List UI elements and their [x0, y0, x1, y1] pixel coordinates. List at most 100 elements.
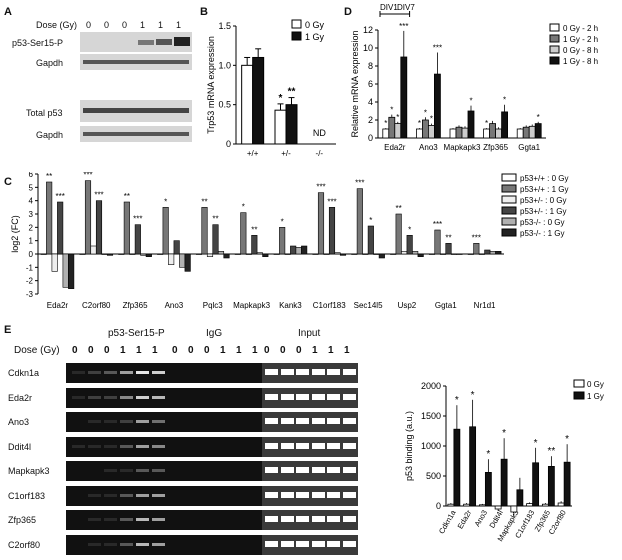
gel-dose-2-3: 1: [312, 345, 318, 356]
dose-label-e: Dose (Gy): [14, 345, 60, 356]
bar-Eda2r-1: [46, 181, 53, 255]
gel-band: [120, 469, 133, 472]
bar-Sec14l5-0: [351, 253, 358, 255]
gel-dose-2-1: 0: [280, 345, 286, 356]
gel-band: [152, 542, 165, 546]
gel-input-band: [296, 467, 309, 473]
significance-label-4-3: *: [537, 113, 540, 122]
gel-dose-0-5: 1: [152, 345, 158, 356]
gel-band: [120, 518, 133, 521]
gel-row-label-5: C1orf183: [8, 490, 46, 501]
gel-row-label-6: Zfp365: [8, 515, 37, 525]
legend-swatch-0: [573, 379, 585, 388]
bar-Ano3-2: [168, 253, 175, 265]
gel-input-band: [311, 393, 325, 400]
gel-band: [72, 518, 85, 521]
bar-Zfp365-3: [134, 224, 141, 255]
gel-input-band: [296, 418, 309, 424]
legend-label-3: p53+/- : 1 Gy: [520, 207, 566, 216]
gel-band: [104, 518, 117, 521]
gel-band: [88, 371, 101, 374]
y-tick-label-9: 6: [29, 172, 34, 179]
gel-band: [72, 469, 85, 472]
gel-band: [136, 518, 149, 521]
significance-label-2: *: [486, 449, 490, 460]
y-tick-label-5: 2: [29, 223, 34, 232]
gel-band: [104, 493, 117, 497]
gel-band: [120, 493, 133, 497]
legend-swatch-1: [549, 34, 560, 43]
bar-Nr1d1-3: [484, 249, 491, 255]
gel-input-lanes-4: [262, 461, 358, 481]
gel-input-band: [296, 442, 309, 449]
gel-lanes-1: [66, 387, 262, 408]
bar-Ano3-5: [184, 253, 191, 272]
bar-Ggta1-2: [528, 125, 536, 139]
gel-input-band: [296, 491, 309, 498]
significance-label-1: *: [471, 390, 475, 401]
gel-input-band: [265, 369, 278, 375]
gel-dose-1-0: 0: [172, 345, 178, 356]
dose-label-a: Dose (Gy): [36, 20, 78, 30]
bar-Eda2r-1: [388, 116, 396, 139]
bar-Eda2r-3: [57, 201, 64, 255]
bar-Usp2-3: [406, 235, 413, 255]
gel-input-band: [280, 467, 294, 473]
bar-Mapkapk3-0: [234, 253, 241, 255]
bar-Nr1d1-1: [473, 243, 480, 255]
legend-label-2: p53+/- : 0 Gy: [520, 196, 566, 205]
x-tick-label-1: C2orf80: [82, 301, 111, 310]
bar-Mapkapk3-5: [262, 253, 269, 257]
significance-label-5-1: **: [251, 225, 257, 234]
y-tick-label-5: 10: [363, 43, 373, 53]
bar-Ano3-0: [478, 504, 486, 507]
gel-band: [104, 444, 117, 448]
legend-swatch-0: [291, 19, 302, 29]
gel-group-label-p53: p53-Ser15-P: [108, 328, 165, 339]
gel-band: [152, 518, 165, 521]
significance-label-2-3: *: [469, 97, 472, 106]
gel-input-band: [327, 491, 340, 498]
gel-band: [136, 395, 149, 399]
gel-row-label-0: Cdkn1a: [8, 368, 40, 378]
significance-label-3-0: *: [164, 197, 167, 206]
gel-band: [120, 395, 133, 399]
bar-Sec14l5-4: [373, 253, 380, 255]
dose-a-4: 1: [158, 20, 164, 30]
significance-label-0-2: *: [396, 113, 399, 122]
gel-dose-1-3: 1: [220, 345, 226, 356]
y-axis-title: p53 binding (a.u.): [404, 411, 414, 481]
significance-label-8-1: *: [369, 216, 372, 225]
gel-band: [88, 444, 101, 448]
nd-label: ND: [313, 128, 326, 138]
gel-input-lanes-6: [262, 510, 358, 530]
blot-label-gapdh-1: Gapdh: [36, 58, 64, 68]
bar-Zfp365-3: [501, 111, 509, 139]
bar-Usp2-4: [412, 251, 419, 255]
y-tick-label-1: 2: [368, 115, 373, 125]
bar-Pqlc3-5: [223, 253, 230, 259]
bar-Ddit4l-1: [500, 458, 508, 507]
gel-band: [152, 444, 165, 448]
x-tick-label-6: Kank3: [279, 301, 302, 310]
bar-C1orf183-1: [532, 462, 540, 507]
bar-C1orf183-1: [317, 192, 325, 255]
y-tick-label-6: 12: [363, 25, 373, 35]
significance-label-0-0: **: [46, 172, 52, 181]
bracket-label-0: DIV1: [380, 3, 398, 12]
significance-label-2-0: **: [124, 192, 130, 201]
blot-image-gapdh-1: [80, 54, 192, 70]
gel-input-band: [342, 442, 356, 449]
bar-C1orf183-2: [323, 253, 330, 255]
bar-Mapkapk3-0: [510, 505, 518, 513]
gel-dose-1-2: 0: [204, 345, 210, 356]
bar-Kank3-4: [295, 247, 302, 255]
y-tick-label-7: 4: [29, 197, 34, 206]
legend-label-5: p53-/- : 1 Gy: [520, 229, 564, 238]
gel-input-lanes-5: [262, 485, 358, 506]
gel-input-band: [342, 491, 356, 498]
bar-Ggta1-4: [450, 253, 458, 255]
legend-swatch-1: [501, 184, 517, 193]
significance-label-0: *: [455, 395, 459, 406]
x-tick-label-1: Eda2r: [456, 508, 474, 530]
